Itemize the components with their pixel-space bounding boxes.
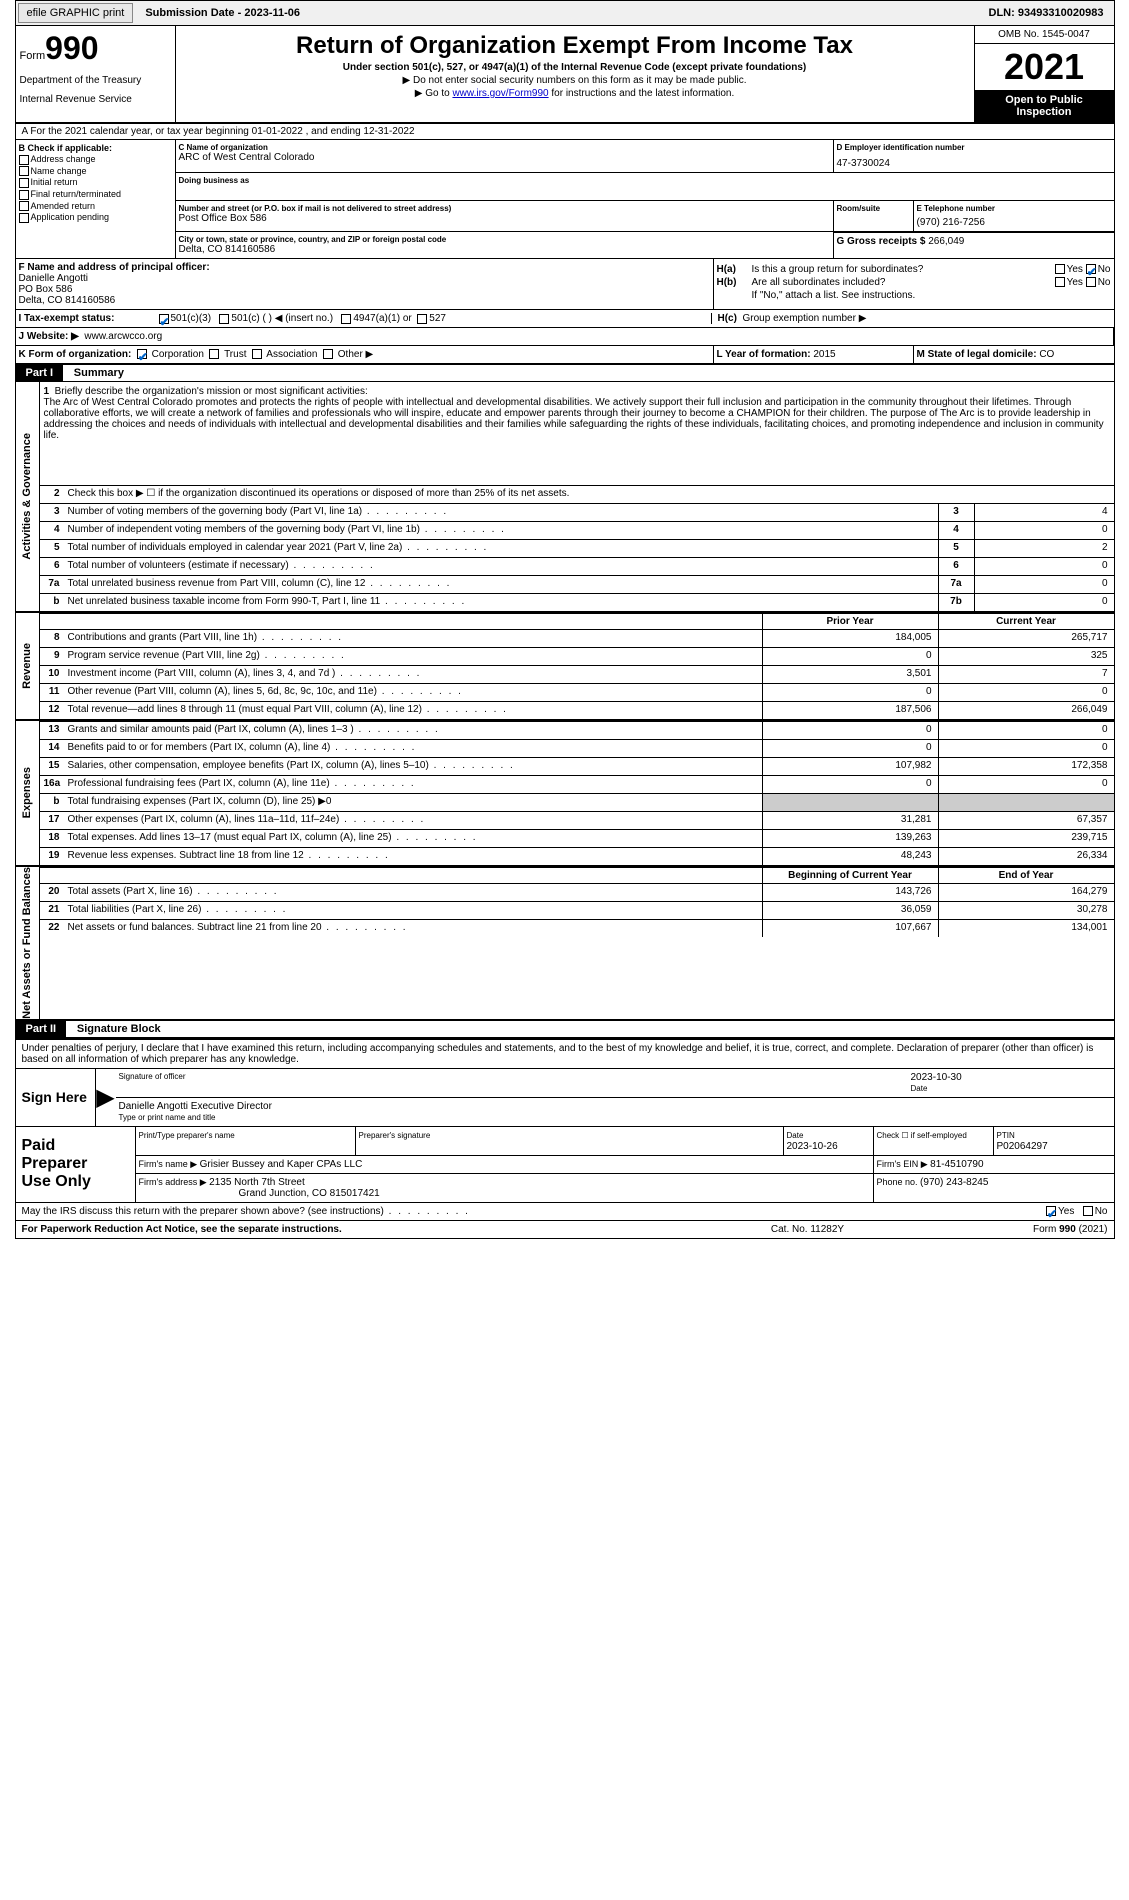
row-i: I Tax-exempt status: ✔ 501(c)(3) 501(c) …: [16, 310, 1114, 328]
summary-line: bTotal fundraising expenses (Part IX, co…: [40, 793, 1114, 811]
summary-line: 11Other revenue (Part VIII, column (A), …: [40, 683, 1114, 701]
summary-line: 6Total number of volunteers (estimate if…: [40, 557, 1114, 575]
summary-line: 20Total assets (Part X, line 16)143,7261…: [40, 883, 1114, 901]
omb-number: OMB No. 1545-0047: [975, 26, 1114, 44]
summary-line: 2Check this box ▶ ☐ if the organization …: [40, 485, 1114, 503]
summary-line: bNet unrelated business taxable income f…: [40, 593, 1114, 611]
section-fh: F Name and address of principal officer:…: [16, 258, 1114, 310]
sign-arrow-icon: ▶: [96, 1069, 116, 1126]
summary-line: 4Number of independent voting members of…: [40, 521, 1114, 539]
summary-line: 8Contributions and grants (Part VIII, li…: [40, 629, 1114, 647]
row-j: J Website: ▶ www.arcwcco.org: [16, 328, 1114, 346]
form-title: Return of Organization Exempt From Incom…: [182, 32, 968, 60]
summary-line: 21Total liabilities (Part X, line 26)36,…: [40, 901, 1114, 919]
tax-year: 2021: [975, 44, 1114, 90]
summary-line: 10Investment income (Part VIII, column (…: [40, 665, 1114, 683]
part2-header: Part II Signature Block: [16, 1021, 1114, 1038]
revenue-section: Revenue Prior Year Current Year 8Contrib…: [16, 613, 1114, 721]
org-name: ARC of West Central Colorado: [179, 152, 830, 163]
part1-header: Part I Summary: [16, 365, 1114, 382]
topbar: efile GRAPHIC print Submission Date - 20…: [16, 1, 1114, 26]
activities-governance: Activities & Governance 1 Briefly descri…: [16, 382, 1114, 613]
summary-line: 5Total number of individuals employed in…: [40, 539, 1114, 557]
ssn-note: ▶ Do not enter social security numbers o…: [182, 75, 968, 86]
dln: DLN: 93493310020983: [981, 5, 1112, 21]
street-address: Post Office Box 586: [179, 213, 830, 224]
discuss-row: May the IRS discuss this return with the…: [16, 1202, 1114, 1220]
summary-line: 3Number of voting members of the governi…: [40, 503, 1114, 521]
summary-line: 22Net assets or fund balances. Subtract …: [40, 919, 1114, 937]
paid-preparer: Paid Preparer Use Only Print/Type prepar…: [16, 1126, 1114, 1202]
summary-line: 9Program service revenue (Part VIII, lin…: [40, 647, 1114, 665]
page-footer: For Paperwork Reduction Act Notice, see …: [16, 1220, 1114, 1238]
summary-line: 7aTotal unrelated business revenue from …: [40, 575, 1114, 593]
mission-line: 1 Briefly describe the organization's mi…: [40, 382, 1114, 485]
form-header: Form990 Department of the Treasury Inter…: [16, 26, 1114, 124]
header-left: Form990 Department of the Treasury Inter…: [16, 26, 176, 122]
expenses-section: Expenses 13Grants and similar amounts pa…: [16, 721, 1114, 867]
box-b: B Check if applicable: Address change Na…: [16, 140, 176, 258]
instructions-note: ▶ Go to www.irs.gov/Form990 for instruct…: [182, 88, 968, 99]
gross-receipts: 266,049: [928, 236, 964, 247]
phone-value: (970) 216-7256: [917, 217, 1111, 228]
box-d: D Employer identification number 47-3730…: [834, 140, 1114, 172]
irs-link[interactable]: www.irs.gov/Form990: [452, 88, 548, 99]
summary-line: 16aProfessional fundraising fees (Part I…: [40, 775, 1114, 793]
org-name-label: C Name of organization: [179, 143, 830, 152]
sign-here-label: Sign Here: [16, 1069, 96, 1126]
net-assets-section: Net Assets or Fund Balances Beginning of…: [16, 867, 1114, 1021]
box-f: F Name and address of principal officer:…: [16, 259, 714, 309]
signature-block: Under penalties of perjury, I declare th…: [16, 1038, 1114, 1238]
summary-line: 15Salaries, other compensation, employee…: [40, 757, 1114, 775]
form-subtitle: Under section 501(c), 527, or 4947(a)(1)…: [182, 62, 968, 73]
dba-label: Doing business as: [179, 176, 1111, 185]
irs-label: Internal Revenue Service: [20, 94, 171, 105]
section-a: A For the 2021 calendar year, or tax yea…: [16, 124, 1114, 140]
header-right: OMB No. 1545-0047 2021 Open to PublicIns…: [974, 26, 1114, 122]
section-bcdeg: B Check if applicable: Address change Na…: [16, 140, 1114, 258]
ein-value: 47-3730024: [837, 158, 1111, 169]
box-h: H(a) Is this a group return for subordin…: [714, 259, 1114, 309]
summary-line: 14Benefits paid to or for members (Part …: [40, 739, 1114, 757]
header-mid: Return of Organization Exempt From Incom…: [176, 26, 974, 122]
submission-date: Submission Date - 2023-11-06: [137, 5, 308, 21]
form-990-page: efile GRAPHIC print Submission Date - 20…: [15, 0, 1115, 1239]
box-e: E Telephone number (970) 216-7256: [914, 201, 1114, 231]
mission-text: The Arc of West Central Colorado promote…: [44, 397, 1104, 441]
summary-line: 18Total expenses. Add lines 13–17 (must …: [40, 829, 1114, 847]
efile-print-button[interactable]: efile GRAPHIC print: [18, 3, 134, 23]
summary-line: 17Other expenses (Part IX, column (A), l…: [40, 811, 1114, 829]
summary-line: 12Total revenue—add lines 8 through 11 (…: [40, 701, 1114, 719]
box-g: G Gross receipts $ 266,049: [834, 232, 1114, 258]
form-number: Form990: [20, 30, 171, 67]
summary-line: 13Grants and similar amounts paid (Part …: [40, 721, 1114, 739]
open-inspection: Open to PublicInspection: [975, 90, 1114, 122]
summary-line: 19Revenue less expenses. Subtract line 1…: [40, 847, 1114, 865]
city-state-zip: Delta, CO 814160586: [179, 244, 830, 255]
dept-treasury: Department of the Treasury: [20, 75, 171, 86]
row-k: K Form of organization: ✔ Corporation Tr…: [16, 346, 1114, 365]
website-value: www.arcwcco.org: [84, 331, 162, 342]
box-c: C Name of organization ARC of West Centr…: [176, 140, 1114, 258]
